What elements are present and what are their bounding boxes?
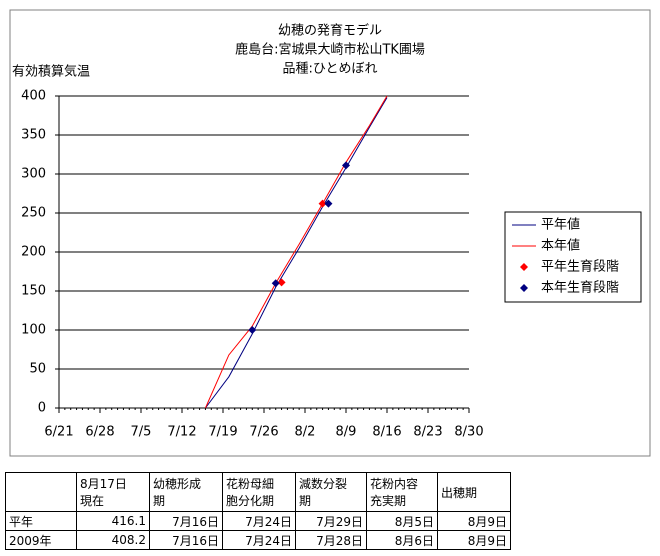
y-axis-label: 有効積算気温	[12, 64, 90, 80]
legend-label: 平年生育段階	[541, 259, 619, 275]
legend-label: 本年生育段階	[541, 280, 619, 296]
header-cell: 花粉内容 充実期	[366, 472, 438, 512]
y-tick-label: 300	[21, 167, 46, 182]
x-tick-label: 6/28	[85, 425, 114, 440]
table-cell: 8月9日	[437, 530, 511, 550]
table-row: 平年 416.1 7月16日 7月24日 7月29日 8月5日 8月9日	[5, 511, 511, 531]
table-row: 2009年 408.2 7月16日 7月24日 7月28日 8月6日 8月9日	[5, 530, 511, 550]
table-cell: 7月24日	[222, 511, 296, 531]
y-tick-label: 400	[21, 89, 46, 104]
chart-title: 品種:ひとめぼれ	[283, 61, 378, 77]
table-row: 8月17日 現在 幼穂形成 期花粉母細 胞分化期 減数分裂 期花粉内容 充実期 出穂期	[5, 472, 511, 512]
table-cell: 7月16日	[149, 511, 223, 531]
table-cell: 408.2	[76, 530, 150, 550]
marker	[248, 326, 257, 334]
series-line	[205, 97, 388, 409]
table-cell: 8月9日	[437, 511, 511, 531]
table-cell: 7月24日	[222, 530, 296, 550]
x-tick-label: 7/12	[167, 425, 196, 440]
chart: 幼穂の発育モデル 鹿島台:宮城県大崎市松山TK圃場 品種:ひとめぼれ 有効積算気…	[9, 9, 651, 457]
x-tick-label: 8/23	[413, 425, 442, 440]
header-cell: 減数分裂 期	[295, 472, 367, 512]
header-cell: 出穂期	[437, 472, 511, 512]
legend-label: 平年値	[541, 217, 580, 233]
y-tick-label: 100	[21, 323, 46, 338]
legend-label: 本年値	[541, 238, 580, 254]
marker	[318, 199, 327, 208]
header-cell: 8月17日 現在	[76, 472, 150, 512]
x-tick-label: 6/21	[44, 425, 73, 440]
y-tick-label: 150	[21, 284, 46, 299]
table-cell: 8月5日	[366, 511, 438, 531]
x-tick-label: 7/19	[208, 425, 237, 440]
legend-marker	[520, 263, 528, 271]
x-tick-label: 7/26	[249, 425, 278, 440]
table-cell: 2009年	[5, 530, 77, 550]
y-tick-label: 50	[29, 362, 46, 377]
table-cell: 7月29日	[295, 511, 367, 531]
table-cell: 平年	[5, 511, 77, 531]
legend-marker	[520, 284, 528, 292]
y-tick-label: 350	[21, 128, 46, 143]
marker	[277, 278, 286, 287]
table-cell: 416.1	[76, 511, 150, 531]
table-cell: 8月6日	[366, 530, 438, 550]
x-tick-label: 8/16	[372, 425, 401, 440]
header-cell: 幼穂形成 期	[149, 472, 223, 512]
legend-box	[504, 211, 642, 303]
chart-title: 幼穂の発育モデル	[278, 23, 382, 39]
series-line	[204, 95, 388, 409]
x-tick-label: 8/2	[295, 425, 316, 440]
chart-title: 鹿島台:宮城県大崎市松山TK圃場	[235, 42, 425, 58]
header-cell: 花粉母細 胞分化期	[222, 472, 296, 512]
table-cell: 7月16日	[149, 530, 223, 550]
y-tick-label: 200	[21, 245, 46, 260]
header-cell	[5, 472, 77, 512]
data-table: 8月17日 現在 幼穂形成 期花粉母細 胞分化期 減数分裂 期花粉内容 充実期 出穂期…	[5, 472, 511, 550]
table-cell: 7月28日	[295, 530, 367, 550]
marker	[271, 279, 280, 288]
y-tick-label: 0	[38, 401, 46, 416]
marker	[342, 161, 350, 170]
x-tick-label: 8/30	[454, 425, 483, 440]
x-tick-label: 8/9	[336, 425, 357, 440]
y-tick-label: 250	[21, 206, 46, 221]
marker	[324, 199, 333, 208]
x-tick-label: 7/5	[131, 425, 152, 440]
